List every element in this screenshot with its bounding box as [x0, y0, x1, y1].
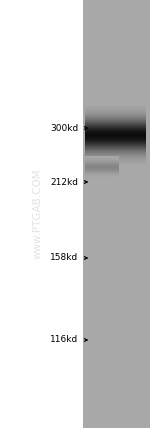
Text: 116kd: 116kd: [50, 336, 78, 345]
Bar: [83, 0, 150, 428]
Text: 158kd: 158kd: [50, 253, 78, 262]
Bar: [0, 0, 83, 428]
Text: 212kd: 212kd: [50, 178, 78, 187]
Text: 300kd: 300kd: [50, 124, 78, 133]
Text: www.PTGAB.COM: www.PTGAB.COM: [32, 169, 42, 259]
